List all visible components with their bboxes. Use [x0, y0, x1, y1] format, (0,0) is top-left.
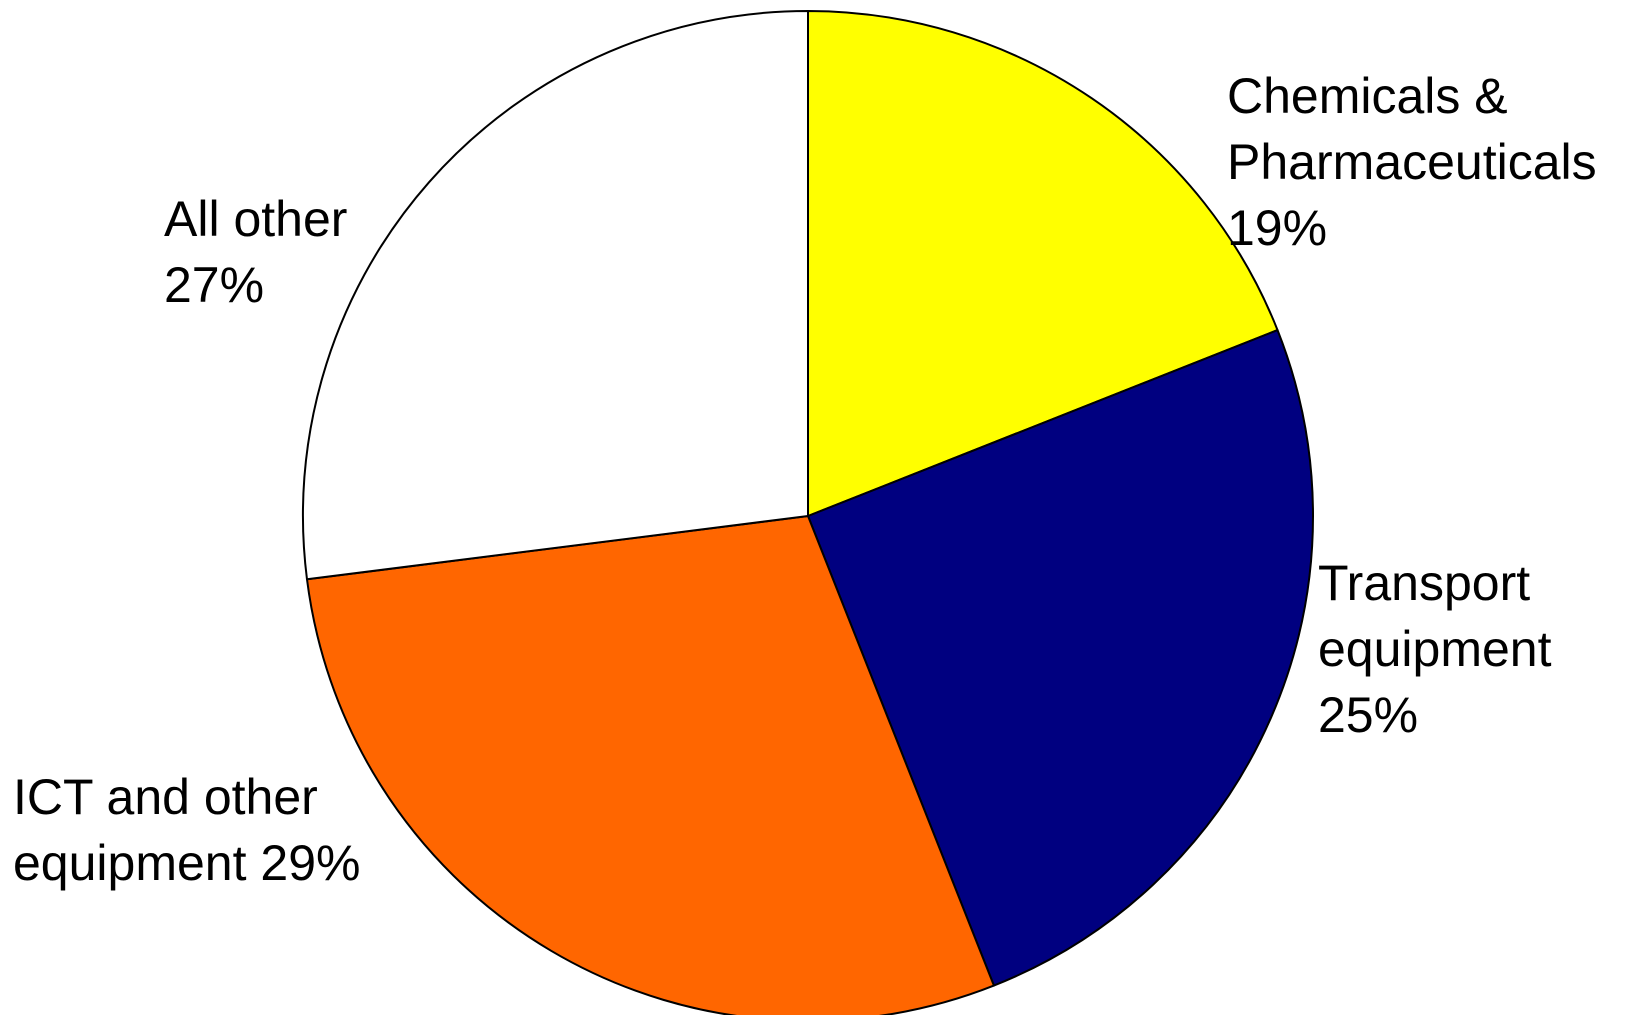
pie-slice-1 — [807, 10, 1279, 517]
pie-slices — [302, 10, 1314, 1015]
slice-label-line: 25% — [1318, 687, 1418, 743]
slice-label-3: ICT and other equipment 29% — [13, 769, 360, 891]
slice-label-line: 27% — [164, 257, 264, 313]
slice-label-line: Pharmaceuticals — [1227, 134, 1597, 190]
pie-slice-3 — [305, 515, 995, 1015]
slice-label-4: All other 27% — [164, 191, 347, 313]
pie-slice-4 — [302, 10, 809, 581]
slice-label-line: Transport — [1318, 555, 1530, 611]
slice-label-line: 19% — [1227, 200, 1327, 256]
pie-slice-2 — [807, 329, 1314, 987]
slice-label-line: ICT and other — [13, 769, 318, 825]
slice-label-line: equipment 29% — [13, 835, 360, 891]
slice-label-line: All other — [164, 191, 347, 247]
slice-label-2: Transport equipment 25% — [1318, 555, 1552, 743]
slice-label-line: Chemicals & — [1227, 68, 1508, 124]
slice-label-1: Chemicals & Pharmaceuticals 19% — [1227, 68, 1597, 256]
pie-labels: Chemicals & Pharmaceuticals 19% Transport eq… — [13, 68, 1597, 891]
slice-label-line: equipment — [1318, 621, 1552, 677]
